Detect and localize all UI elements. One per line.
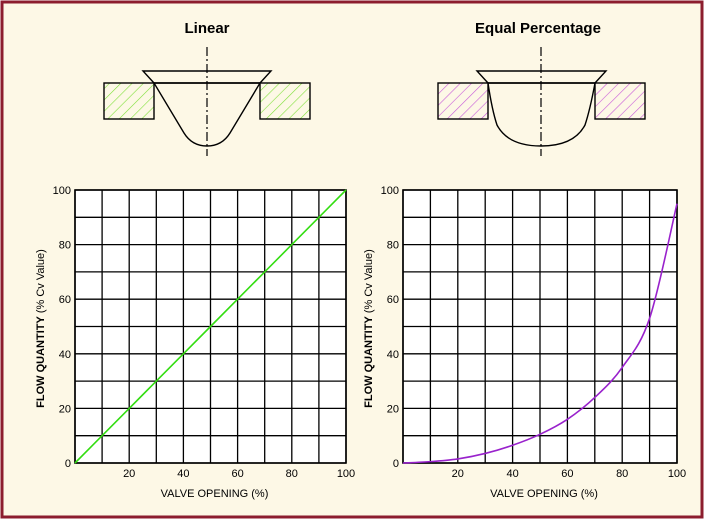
flow-characteristic-curve [402, 203, 678, 464]
y-axis-label: FLOW QUANTITY (% Cv Value) [35, 249, 47, 408]
y-tick-label: 100 [381, 185, 399, 197]
x-tick-label: 40 [177, 468, 189, 480]
y-tick-label: 0 [65, 458, 71, 470]
y-tick-label: 40 [59, 349, 71, 361]
y-tick-label: 80 [59, 240, 71, 252]
x-tick-label: 80 [286, 468, 298, 480]
y-axis-label-bold: FLOW QUANTITY [35, 316, 47, 408]
equal-seat-right [594, 82, 646, 120]
x-axis-label: VALVE OPENING (%) [490, 488, 598, 500]
x-tick-label: 20 [452, 468, 464, 480]
linear-seat-left [103, 82, 155, 120]
y-tick-label: 0 [393, 458, 399, 470]
y-axis-label-bold: FLOW QUANTITY [363, 316, 375, 408]
y-tick-label: 60 [59, 294, 71, 306]
linear-title: Linear [184, 20, 229, 37]
y-tick-label: 20 [387, 403, 399, 415]
x-tick-label: 80 [616, 468, 628, 480]
plot-border [402, 189, 678, 464]
x-tick-label: 60 [231, 468, 243, 480]
plot-border [74, 189, 347, 464]
x-tick-label: 60 [561, 468, 573, 480]
linear-seat-right [259, 82, 311, 120]
y-axis-label-unit: (% Cv Value) [363, 249, 375, 316]
y-tick-label: 60 [387, 294, 399, 306]
y-tick-label: 20 [59, 403, 71, 415]
equal-percentage-chart: 20 40 60 80 100 0 20 40 60 80 100 VALVE OPENING (%)… [363, 185, 686, 500]
y-tick-label: 40 [387, 349, 399, 361]
x-tick-label: 40 [506, 468, 518, 480]
x-tick-label: 100 [668, 468, 686, 480]
linear-valve-schematic [103, 47, 311, 156]
y-tick-label: 100 [53, 185, 71, 197]
equal-seat-left [437, 82, 489, 120]
x-tick-label: 100 [337, 468, 355, 480]
flow-characteristic-curve [74, 189, 347, 464]
equal-percentage-title: Equal Percentage [475, 20, 601, 37]
y-tick-label: 80 [387, 240, 399, 252]
x-axis-label: VALVE OPENING (%) [161, 488, 269, 500]
y-axis-label-unit: (% Cv Value) [35, 249, 47, 316]
y-axis-label: FLOW QUANTITY (% Cv Value) [363, 249, 375, 408]
linear-chart: 20 40 60 80 100 0 20 40 60 80 100 VALVE OPENING (%)… [35, 185, 355, 500]
equal-percentage-valve-schematic [437, 47, 646, 156]
x-tick-label: 20 [123, 468, 135, 480]
